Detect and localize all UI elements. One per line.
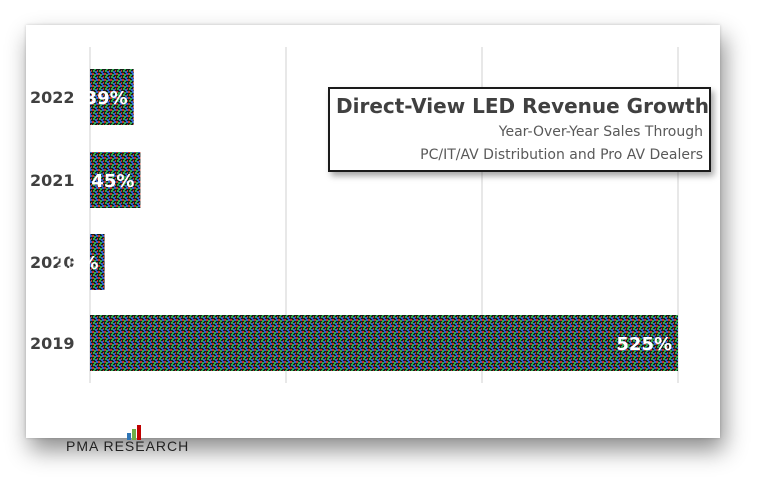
bar-2020 [90, 234, 105, 290]
pma-research-logo: PMA RESEARCH [66, 425, 226, 457]
bar-2022 [90, 69, 134, 125]
chart-subtitle-line-2: PC/IT/AV Distribution and Pro AV Dealers [420, 147, 703, 163]
category-label-2019: 2019 [30, 334, 75, 353]
category-label-2022: 2022 [30, 88, 75, 107]
data-label-2022: 39% [85, 88, 128, 109]
chart-card: 2022 39% 2021 45% 2020 13% 2019 525% Direct-Vie… [26, 25, 720, 454]
chart-subtitle-line-1: Year-Over-Year Sales Through [498, 124, 703, 140]
logo-bar-blue [127, 433, 131, 440]
bar-chart-logo-icon [127, 425, 145, 440]
logo-bar-green [132, 429, 136, 440]
data-label-2019: 525% [616, 334, 672, 355]
data-label-2020: 13% [55, 253, 98, 274]
data-label-2021: 45% [91, 171, 134, 192]
brand-text: PMA RESEARCH [66, 438, 190, 454]
chart-title: Direct-View LED Revenue Growth [336, 94, 709, 118]
category-label-2020: 2020 [30, 253, 75, 272]
category-label-2021: 2021 [30, 171, 75, 190]
bar-2021 [90, 152, 141, 208]
bar-2019 [90, 315, 678, 371]
chart-title-box: Direct-View LED Revenue Growth Year-Over… [328, 87, 711, 172]
logo-bar-red [137, 425, 141, 440]
